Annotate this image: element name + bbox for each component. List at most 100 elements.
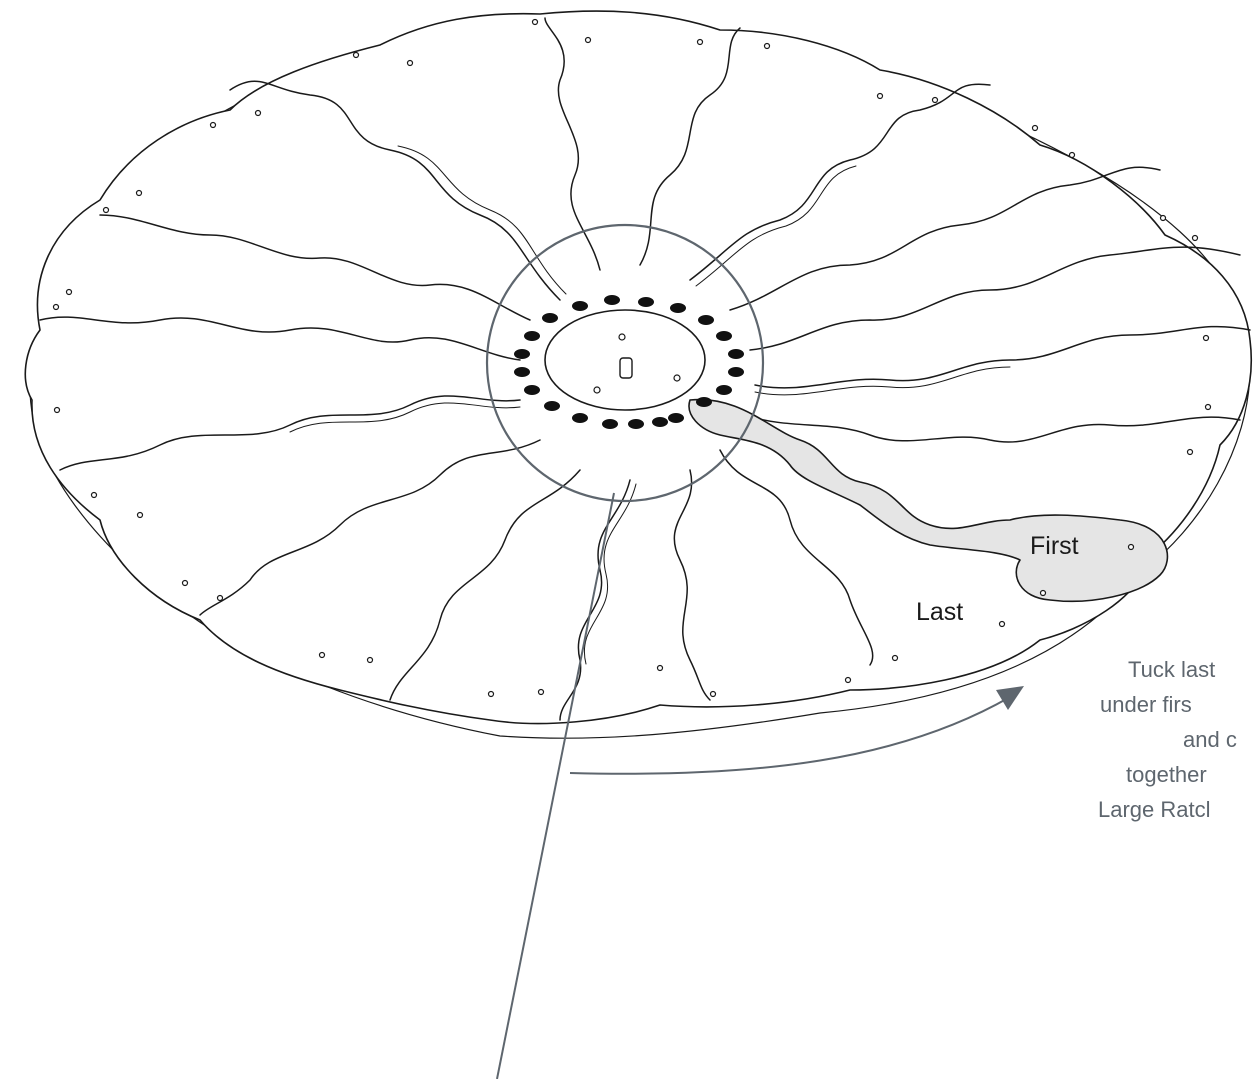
seam-9 bbox=[719, 449, 874, 666]
rim-hole bbox=[1031, 124, 1039, 132]
hub-dot bbox=[544, 401, 560, 411]
rim-hole bbox=[136, 511, 144, 519]
seam-11-edge bbox=[583, 483, 637, 665]
hub-dot bbox=[542, 313, 558, 323]
tuck-arrow bbox=[569, 686, 1024, 775]
seam-14 bbox=[59, 395, 521, 471]
seam-16 bbox=[99, 214, 531, 321]
rim-hole bbox=[656, 664, 664, 672]
rim-hole bbox=[318, 651, 326, 659]
rim-hole bbox=[1202, 334, 1210, 342]
rim-hole bbox=[998, 620, 1006, 628]
rim-hole bbox=[931, 96, 939, 104]
detail-callout bbox=[485, 223, 765, 1079]
first-panel-highlight bbox=[688, 398, 1169, 603]
rim-hole bbox=[531, 18, 539, 26]
seam-15 bbox=[39, 316, 521, 361]
rim-hole bbox=[366, 656, 374, 664]
hub-dot bbox=[514, 349, 530, 359]
hub-dot bbox=[572, 301, 588, 311]
hub-dot bbox=[638, 297, 654, 307]
rim-hole bbox=[1186, 448, 1194, 456]
hub-pin bbox=[618, 333, 626, 341]
rim-holes bbox=[52, 18, 1212, 698]
seam-8 bbox=[744, 414, 1241, 443]
instruction-line-4: together bbox=[1126, 762, 1207, 787]
rim-hole bbox=[696, 38, 704, 46]
seam-4 bbox=[689, 83, 991, 281]
label-last: Last bbox=[916, 598, 963, 626]
instruction-line-2: under firs bbox=[1100, 692, 1192, 717]
rim-hole bbox=[90, 491, 98, 499]
hub-dot bbox=[698, 315, 714, 325]
seam-1 bbox=[229, 80, 561, 301]
rim-hole bbox=[53, 406, 61, 414]
seam-7 bbox=[754, 325, 1251, 389]
hub-dot bbox=[696, 397, 712, 407]
instruction-text: Tuck last under firs and c together Larg… bbox=[1098, 657, 1237, 822]
seam-5 bbox=[729, 166, 1161, 311]
rim-hole bbox=[1068, 151, 1076, 159]
rim-hole bbox=[876, 92, 884, 100]
arrowhead-right bbox=[996, 686, 1024, 710]
hub-dot bbox=[728, 367, 744, 377]
rim-hole bbox=[254, 109, 262, 117]
hub-dot bbox=[572, 413, 588, 423]
seam-1-edge bbox=[397, 145, 567, 295]
rim-hole bbox=[52, 303, 60, 311]
seam-4-edge bbox=[695, 165, 857, 287]
hub-dot bbox=[514, 367, 530, 377]
rim-hole bbox=[1191, 234, 1199, 242]
rim-hole bbox=[181, 579, 189, 587]
hub-dot bbox=[668, 413, 684, 423]
seam-10 bbox=[673, 469, 711, 701]
rim-hole bbox=[1127, 543, 1135, 551]
rim-hole bbox=[584, 36, 592, 44]
rim-hole bbox=[891, 654, 899, 662]
hub-dot bbox=[604, 295, 620, 305]
instruction-line-3: and c bbox=[1183, 727, 1237, 752]
hub-dot bbox=[716, 385, 732, 395]
rim-hole bbox=[1204, 403, 1212, 411]
rim-hole bbox=[135, 189, 143, 197]
rim-hole bbox=[216, 594, 224, 602]
seam-13 bbox=[199, 439, 541, 616]
rim-hole bbox=[844, 676, 852, 684]
seam-3 bbox=[639, 27, 741, 266]
seam-12 bbox=[389, 469, 581, 701]
rim-hole bbox=[406, 59, 414, 67]
rim-hole bbox=[709, 690, 717, 698]
hub-dot bbox=[652, 417, 668, 427]
seam-7-edge bbox=[754, 366, 1011, 396]
hub-dot bbox=[524, 331, 540, 341]
rim-hole bbox=[102, 206, 110, 214]
label-first: First bbox=[1030, 532, 1079, 560]
hub-dot bbox=[602, 419, 618, 429]
rim-hole bbox=[537, 688, 545, 696]
center-ratchet-post bbox=[619, 357, 633, 379]
hub bbox=[514, 295, 744, 429]
hub-dot bbox=[670, 303, 686, 313]
instruction-line-5: Large Ratcl bbox=[1098, 797, 1211, 822]
rim-hole bbox=[763, 42, 771, 50]
rim-hole bbox=[1159, 214, 1167, 222]
seam-14-edge bbox=[289, 402, 521, 433]
tuck-arrow-shaft bbox=[569, 696, 1011, 775]
hub-dot bbox=[716, 331, 732, 341]
seam-2 bbox=[544, 17, 601, 271]
hub-pin bbox=[673, 374, 681, 382]
hub-dot-ring bbox=[514, 295, 744, 429]
hub-dot bbox=[524, 385, 540, 395]
rim-hole bbox=[352, 51, 360, 59]
seam-6 bbox=[749, 246, 1241, 351]
detail-leader-line bbox=[496, 492, 615, 1079]
hub-dot bbox=[728, 349, 744, 359]
rim-hole bbox=[65, 288, 73, 296]
detail-circle bbox=[485, 223, 765, 503]
rim-hole bbox=[1039, 589, 1047, 597]
rim-hole bbox=[209, 121, 217, 129]
rim-hole bbox=[487, 690, 495, 698]
hub-dot bbox=[628, 419, 644, 429]
hub-pin bbox=[593, 386, 601, 394]
